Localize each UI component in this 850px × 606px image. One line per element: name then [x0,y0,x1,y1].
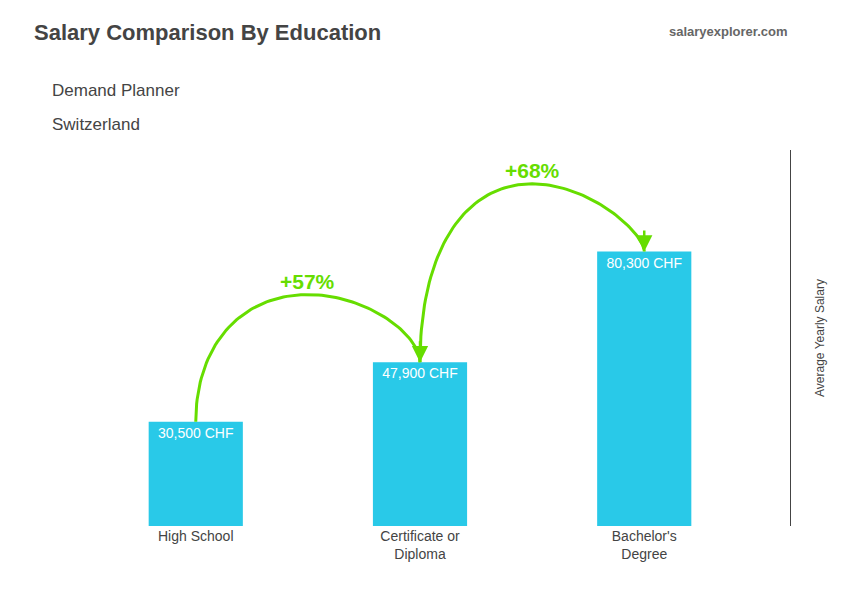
svg-text:salaryexplorer.com: salaryexplorer.com [669,24,788,39]
svg-text:Average Yearly Salary: Average Yearly Salary [813,279,827,397]
svg-text:Salary Comparison By Education: Salary Comparison By Education [34,20,381,45]
svg-text:Bachelor'sDegree: Bachelor'sDegree [612,528,677,562]
svg-text:80,300 CHF: 80,300 CHF [606,255,681,271]
svg-text:+57%: +57% [280,270,335,293]
svg-text:Demand Planner: Demand Planner [52,81,180,100]
svg-text:47,900 CHF: 47,900 CHF [382,365,457,381]
svg-text:30,500 CHF: 30,500 CHF [158,425,233,441]
svg-text:High School: High School [158,528,234,544]
svg-text:+68%: +68% [505,159,560,182]
svg-text:Certificate orDiploma: Certificate orDiploma [380,528,460,562]
svg-text:Switzerland: Switzerland [52,115,140,134]
